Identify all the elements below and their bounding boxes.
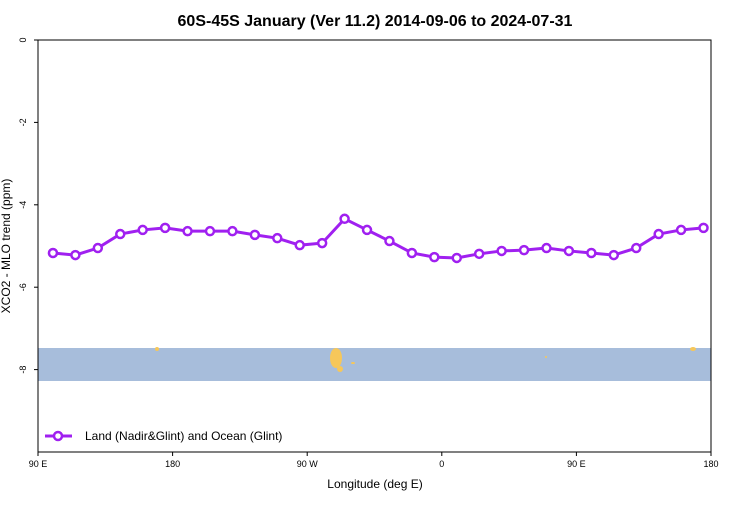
data-point (608, 249, 620, 261)
data-point (47, 247, 59, 259)
data-point (698, 222, 709, 234)
legend-label: Land (Nadir&Glint) and Ocean (Glint) (85, 429, 282, 443)
series-line (52, 216, 704, 260)
x-tick-label: 0 (439, 459, 444, 469)
data-point (159, 222, 171, 234)
data-point (473, 248, 485, 260)
data-point (563, 245, 575, 257)
data-point (294, 239, 305, 251)
data-point (204, 225, 216, 237)
data-point (541, 242, 552, 254)
y-tick-label: -2 (18, 118, 28, 126)
x-tick-label: 90 E (567, 459, 586, 469)
x-axis-label: Longitude (deg E) (327, 477, 422, 491)
data-point (384, 235, 395, 247)
data-point (316, 237, 328, 249)
data-point (227, 225, 238, 237)
y-tick-label: 0 (18, 37, 28, 42)
data-point (429, 251, 440, 263)
map-strip (38, 348, 711, 381)
legend-marker (52, 430, 64, 442)
data-point (496, 245, 507, 257)
data-point (630, 242, 642, 254)
data-point (675, 224, 687, 236)
y-tick-label: -6 (18, 283, 28, 291)
data-point (339, 213, 350, 225)
chart-title: 60S-45S January (Ver 11.2) 2014-09-06 to… (178, 13, 573, 30)
data-point (70, 249, 81, 261)
plot-frame (37, 39, 712, 453)
x-tick-label: 90 E (29, 459, 48, 469)
data-point (272, 232, 283, 244)
x-tick-label: 180 (703, 459, 718, 469)
y-tick-label: -4 (18, 201, 28, 209)
y-axis-label: XCO2 - MLO trend (ppm) (0, 179, 13, 314)
data-point (653, 228, 664, 240)
x-tick-label: 180 (165, 459, 180, 469)
data-point (92, 242, 104, 254)
data-point (115, 228, 126, 240)
data-point (361, 224, 373, 236)
y-tick-label: -8 (18, 366, 28, 374)
data-point (137, 224, 148, 236)
data-point (518, 244, 530, 256)
land-shapes (155, 347, 696, 372)
data-point (586, 247, 597, 259)
data-point (249, 229, 261, 241)
x-tick-label: 90 W (297, 459, 319, 469)
data-point (406, 247, 418, 259)
data-point (182, 225, 193, 237)
data-point (451, 252, 463, 264)
